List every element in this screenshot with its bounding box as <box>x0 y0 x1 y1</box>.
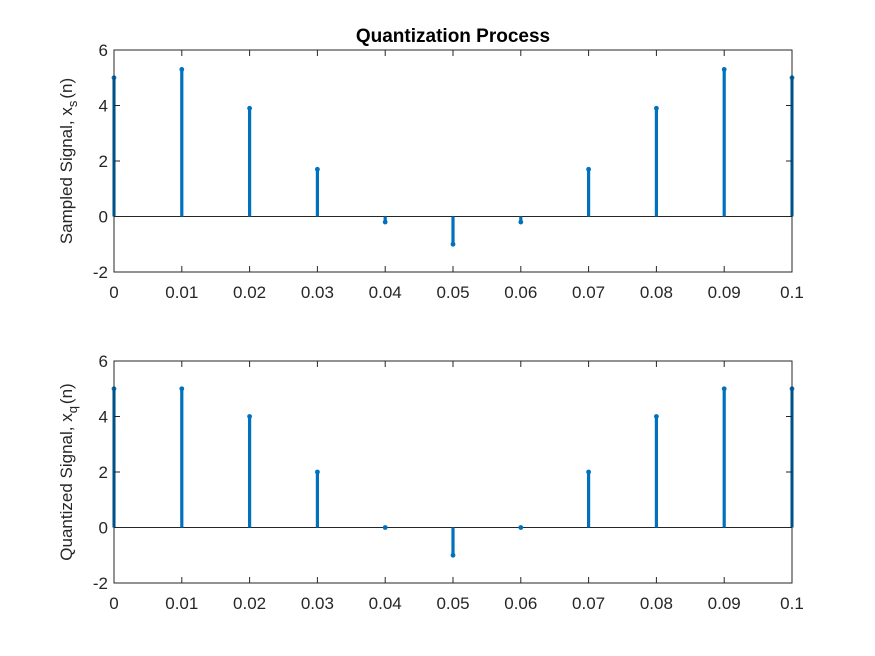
y-tick-label: 2 <box>99 152 108 171</box>
stem-marker <box>721 386 727 392</box>
stem-marker <box>450 552 456 558</box>
chart-title: Quantization Process <box>356 26 550 47</box>
plot-sampled-signal: 0 0.01 0.02 0.03 0.04 0.05 0.06 0.07 0.08 0.09 0.1… <box>57 41 804 302</box>
x-tick-label: 0.03 <box>301 594 334 613</box>
x-tick-label: 0.06 <box>504 594 537 613</box>
stem-marker <box>654 105 659 111</box>
x-tick-label: 0.1 <box>780 594 804 613</box>
stem-marker <box>586 166 591 172</box>
x-tick-label: 0.1 <box>780 283 804 302</box>
stem-marker <box>382 525 388 530</box>
y-tick-label: 6 <box>99 41 108 60</box>
y-tick-label: 2 <box>99 463 108 482</box>
x-tick-label: 0.07 <box>572 283 605 302</box>
x-tick-label: 0.07 <box>572 594 605 613</box>
y-tick-label: 0 <box>99 208 108 227</box>
y-tick-label: 0 <box>99 519 108 538</box>
x-tick-label: 0.02 <box>233 594 266 613</box>
x-tick-label: 0.05 <box>436 594 469 613</box>
stem-marker <box>721 67 727 72</box>
x-tick-label: 0.08 <box>640 594 673 613</box>
stem-marker <box>586 469 591 475</box>
x-tick-label: 0.02 <box>233 283 266 302</box>
y-tick-label: -2 <box>93 574 108 593</box>
stem-marker <box>179 386 185 392</box>
x-tick-label: 0.08 <box>640 283 673 302</box>
stem-marker <box>382 219 388 225</box>
stem-marker <box>315 166 320 172</box>
x-tick-label: 0.05 <box>436 283 469 302</box>
y-tick-label: 4 <box>99 97 108 116</box>
stem-marker <box>247 105 253 111</box>
x-tick-label: 0.03 <box>301 283 334 302</box>
x-tick-label: 0 <box>109 594 118 613</box>
y-tick-label: -2 <box>93 263 108 282</box>
y-axis-label: Sampled Signal, xs(n) <box>57 78 80 244</box>
y-axis-label: Quantized Signal, xq(n) <box>57 383 80 560</box>
x-tick-label: 0.01 <box>165 283 198 302</box>
x-tick-label: 0 <box>109 283 118 302</box>
stem-marker <box>247 414 253 419</box>
stem-marker <box>179 67 185 72</box>
x-tick-label: 0.06 <box>504 283 537 302</box>
x-tick-label: 0.09 <box>708 594 741 613</box>
plot-quantized-signal: 0 0.01 0.02 0.03 0.04 0.05 0.06 0.07 0.08 0.09 0.1… <box>57 352 804 613</box>
x-tick-label: 0.04 <box>369 594 402 613</box>
x-tick-label: 0.09 <box>708 283 741 302</box>
stem-marker <box>518 525 524 530</box>
x-tick-label: 0.04 <box>369 283 402 302</box>
stem-marker <box>654 414 659 419</box>
x-tick-label: 0.01 <box>165 594 198 613</box>
stem-marker <box>315 469 320 475</box>
stem-marker <box>450 241 456 247</box>
y-tick-label: 4 <box>99 408 108 427</box>
stem-marker <box>518 219 524 225</box>
y-tick-label: 6 <box>99 352 108 371</box>
